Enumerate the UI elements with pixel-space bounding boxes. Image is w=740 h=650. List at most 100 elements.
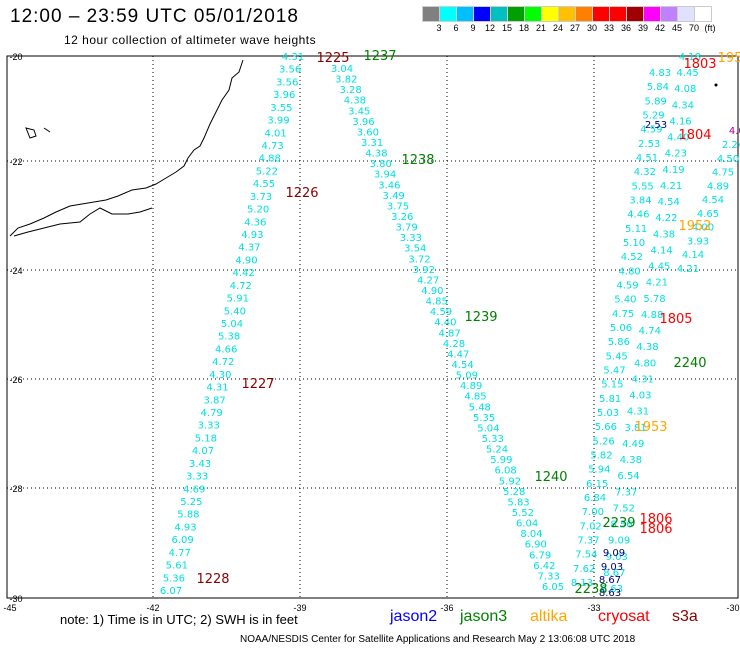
swh-value: 4.14 <box>682 250 704 261</box>
swh-value: 5.38 <box>218 332 240 343</box>
swh-value: 3.55 <box>270 103 292 114</box>
swh-value: 4.32 <box>634 167 656 178</box>
swh-value: 4.03 <box>629 391 651 402</box>
swh-value: 3.72 <box>408 254 430 265</box>
swh-value: 4.72 <box>230 281 252 292</box>
swh-value: 5.89 <box>645 96 667 107</box>
latitude-label: -30 <box>9 594 22 604</box>
swh-value: 3.26 <box>391 212 413 223</box>
swh-value-low: 4.01 <box>729 126 740 137</box>
swh-value: 5.09 <box>456 371 478 382</box>
legend-label: 6 <box>453 23 459 33</box>
swh-value: 7.62 <box>573 564 595 575</box>
time-195: 195 <box>718 51 740 66</box>
time-2238: 2238 <box>574 582 607 597</box>
swh-value: 4.85 <box>426 297 448 308</box>
swh-value: 4.45 <box>677 68 699 79</box>
swh-value: 3.54 <box>404 244 426 255</box>
swh-value: 4.66 <box>215 344 237 355</box>
swh-value: 5.78 <box>643 294 665 305</box>
swh-value: 3.80 <box>370 159 392 170</box>
swh-value: 4.38 <box>365 149 387 160</box>
time-1803: 1803 <box>683 57 716 72</box>
swh-value: 5.48 <box>469 402 491 413</box>
swh-value: 5.61 <box>166 561 188 572</box>
swh-value: 4.42 <box>232 268 254 279</box>
swh-value: 4.65 <box>697 209 719 220</box>
swh-value: 6.15 <box>586 479 608 490</box>
swh-value: 4.22 <box>655 213 677 224</box>
swh-value: 4.31 <box>282 52 304 63</box>
swh-value: 5.04 <box>221 319 243 330</box>
longitude-label: -39 <box>293 603 306 613</box>
latitude-label: -26 <box>9 375 22 385</box>
swh-value: 3.33 <box>400 233 422 244</box>
swh-value: 3.94 <box>374 170 396 181</box>
swh-value: 3.04 <box>331 64 353 75</box>
swh-value: 4.40 <box>667 133 689 144</box>
swh-value: 4.74 <box>639 326 661 337</box>
legend-label: 33 <box>603 23 614 33</box>
swh-value: 5.99 <box>490 455 512 466</box>
swh-value: 6.08 <box>494 466 516 477</box>
swh-value: 7.52 <box>613 503 635 514</box>
coastline-bay <box>13 207 153 237</box>
swh-value: 4.47 <box>447 349 469 360</box>
swh-value: 8.67 <box>603 568 625 579</box>
latitude-label: -24 <box>9 266 22 276</box>
swh-value: 5.22 <box>256 166 278 177</box>
satellite-s3a: s3a <box>672 608 698 625</box>
swh-value: 4.54 <box>658 197 680 208</box>
time-1806b: 1806 <box>639 522 672 537</box>
time-1952: 1952 <box>678 219 711 234</box>
swh-value: 5.40 <box>224 306 246 317</box>
swh-value: 6.79 <box>529 550 551 561</box>
swh-value: 3.73 <box>250 192 272 203</box>
time-2240: 2240 <box>673 356 706 371</box>
swh-value: 5.35 <box>473 413 495 424</box>
island <box>25 127 37 139</box>
swh-value: 5.92 <box>499 476 521 487</box>
legend-label: 15 <box>501 23 512 33</box>
footer-credit: NOAA/NESDIS Center for Satellite Applica… <box>240 634 636 645</box>
swh-value: 4.37 <box>238 243 260 254</box>
swh-value: 6.42 <box>533 561 555 572</box>
swh-value: 6.04 <box>516 519 538 530</box>
swh-value: 3.96 <box>352 117 374 128</box>
swh-value: 4.38 <box>344 96 366 107</box>
swh-value: 5.04 <box>477 423 499 434</box>
swh-value: 3.31 <box>361 138 383 149</box>
map-frame <box>6 55 739 599</box>
swh-value: 3.33 <box>186 472 208 483</box>
legend-label: 39 <box>637 23 648 33</box>
swh-value: 4.93 <box>241 230 263 241</box>
legend-label: 9 <box>470 23 476 33</box>
swh-value: 5.81 <box>599 394 621 405</box>
swh-value: 3.56 <box>279 65 301 76</box>
swh-value: 5.84 <box>647 82 669 93</box>
swh-value: 4.90 <box>421 286 443 297</box>
satellite-cryosat: cryosat <box>598 608 650 625</box>
swh-value: 4.49 <box>622 439 644 450</box>
swh-value: 4.45 <box>648 262 670 273</box>
satellite-jason3: jason3 <box>460 608 508 625</box>
swh-value: 4.36 <box>244 217 266 228</box>
swh-value: 4.55 <box>253 179 275 190</box>
swh-value: 9.03 <box>606 552 628 563</box>
legend-label: 3 <box>436 23 442 33</box>
swh-value: 4.90 <box>235 255 257 266</box>
swh-value: 5.83 <box>507 497 529 508</box>
swh-value: 3.75 <box>387 201 409 212</box>
swh-value: 3.82 <box>335 75 357 86</box>
swh-value-high: 8.67 <box>599 575 621 586</box>
longitude-label: -30 <box>726 603 739 613</box>
swh-value: 4.21 <box>646 278 668 289</box>
swh-value: 5.28 <box>503 487 525 498</box>
satellite-altika: altika <box>530 608 568 625</box>
time-1806a: 1806 <box>639 512 672 527</box>
swh-value: 4.79 <box>201 408 223 419</box>
swh-value: 3.33 <box>198 421 220 432</box>
swh-value: 3.46 <box>378 180 400 191</box>
swh-value: 5.26 <box>593 436 615 447</box>
